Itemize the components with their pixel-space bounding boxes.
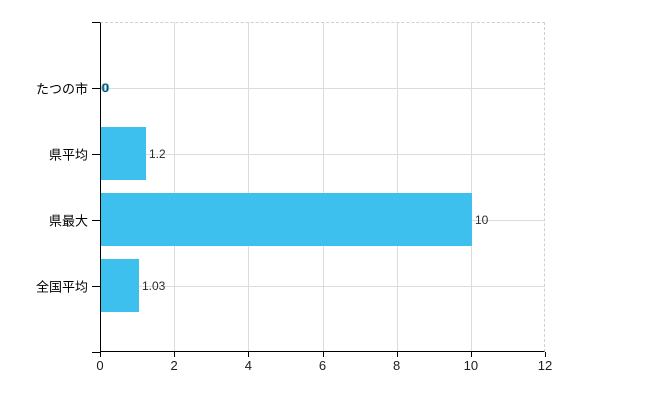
y-axis-top-tick — [92, 22, 100, 23]
x-gridline — [470, 22, 472, 352]
value-label: 1.03 — [142, 279, 166, 293]
category-gridline — [100, 286, 545, 287]
plot-area — [100, 22, 545, 352]
x-axis-tick — [174, 352, 176, 357]
x-tick-label: 0 — [96, 358, 104, 373]
y-axis-tick — [92, 220, 100, 221]
bar — [101, 259, 139, 312]
category-label: たつの市 — [35, 81, 88, 97]
bar — [101, 193, 472, 246]
category-label: 県平均 — [48, 147, 88, 163]
x-axis-tick — [248, 352, 250, 357]
value-label: 0 — [102, 81, 109, 95]
x-gridline — [174, 22, 176, 352]
x-axis-tick — [545, 352, 546, 357]
x-axis-tick — [396, 352, 398, 357]
category-label: 全国平均 — [35, 279, 88, 295]
x-gridline — [322, 22, 324, 352]
y-axis-tick — [92, 286, 100, 287]
x-gridline — [248, 22, 250, 352]
x-tick-label: 2 — [170, 358, 178, 373]
x-tick-label: 8 — [393, 358, 401, 373]
x-axis-tick — [470, 352, 472, 357]
x-tick-label: 4 — [244, 358, 252, 373]
y-axis-tick — [92, 154, 100, 155]
category-label: 県最大 — [48, 213, 88, 229]
category-gridline — [100, 88, 545, 89]
x-axis-tick — [100, 352, 101, 357]
value-label: 1.2 — [149, 147, 166, 161]
category-gridline — [100, 154, 545, 155]
bar — [101, 127, 146, 180]
x-tick-label: 10 — [463, 358, 479, 373]
x-tick-label: 6 — [318, 358, 327, 373]
value-label: 10 — [475, 213, 489, 227]
x-tick-label: 12 — [537, 358, 553, 373]
x-gridline — [396, 22, 398, 352]
x-axis-tick — [322, 352, 324, 357]
y-axis-bottom-tick — [92, 352, 100, 353]
y-axis-tick — [92, 88, 100, 89]
